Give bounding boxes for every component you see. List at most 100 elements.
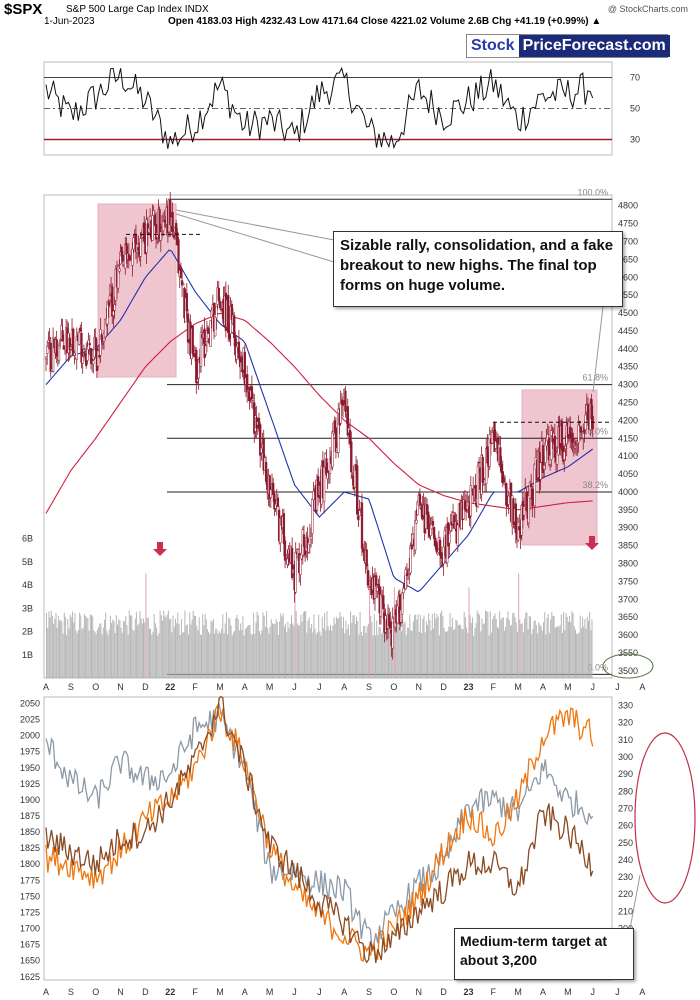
- comparison-x-tick-12: A: [341, 987, 347, 997]
- volume-bar: [307, 620, 309, 678]
- volume-bar: [169, 619, 171, 678]
- volume-bar: [347, 624, 349, 678]
- volume-bar: [480, 631, 482, 678]
- volume-bar: [416, 619, 418, 678]
- callout-medium-term-target: Medium-term target at about 3,200: [454, 928, 634, 980]
- candle-body: [389, 621, 392, 629]
- comparison-x-tick-17: 23: [463, 987, 473, 997]
- comparison-x-tick-0: A: [43, 987, 49, 997]
- price-tick-label-4250: 4250: [618, 398, 638, 408]
- volume-bar: [569, 616, 570, 678]
- candle-body: [112, 310, 115, 316]
- comparison-x-tick-5: 22: [165, 987, 175, 997]
- volume-bar: [227, 634, 229, 678]
- candle-body: [49, 342, 52, 372]
- price-tick-label-3700: 3700: [618, 594, 638, 604]
- volume-bar: [348, 635, 350, 678]
- volume-bar: [328, 630, 330, 678]
- volume-bar: [53, 623, 55, 678]
- volume-bar: [340, 616, 342, 678]
- candle-body: [137, 247, 140, 251]
- volume-bar: [565, 613, 567, 678]
- candle-body: [163, 216, 166, 218]
- volume-bar: [211, 621, 213, 678]
- volume-bar: [98, 627, 100, 678]
- candle-body: [339, 402, 342, 424]
- volume-bar: [319, 631, 321, 678]
- volume-bar: [68, 628, 70, 678]
- volume-bar: [388, 625, 389, 678]
- candle-body: [547, 437, 551, 461]
- volume-bar: [86, 618, 88, 678]
- volume-bar: [177, 612, 179, 678]
- volume-bar: [584, 619, 586, 678]
- volume-bar: [564, 629, 566, 678]
- volume-bar: [224, 623, 226, 678]
- volume-bar: [144, 622, 146, 678]
- volume-bar: [160, 615, 162, 678]
- volume-bar: [73, 622, 75, 678]
- price-tick-label-4200: 4200: [618, 415, 638, 425]
- candle-body: [442, 546, 445, 564]
- callout-pointer-top: [175, 209, 335, 241]
- candle-body: [72, 328, 75, 356]
- volume-bar: [539, 624, 541, 678]
- comparison-x-tick-23: J: [615, 987, 620, 997]
- candle-body: [217, 288, 220, 302]
- copyright-notice: @ StockCharts.com: [607, 4, 688, 14]
- comparison-right-tick-260: 260: [618, 821, 633, 831]
- volume-bar: [361, 635, 363, 678]
- volume-bar: [517, 631, 518, 678]
- volume-bar: [131, 615, 133, 678]
- candle-body: [530, 483, 533, 488]
- volume-bar: [114, 632, 116, 678]
- volume-bar: [447, 630, 449, 678]
- price-x-tick-10: J: [292, 682, 297, 692]
- volume-bar: [444, 631, 446, 678]
- volume-bar: [243, 635, 245, 678]
- volume-bar: [384, 610, 386, 678]
- candle-body: [522, 506, 526, 516]
- volume-tick-5B: 5B: [22, 557, 33, 567]
- volume-bar: [104, 619, 105, 678]
- candle-body: [55, 339, 58, 357]
- volume-bar: [99, 623, 101, 678]
- price-tick-label-3850: 3850: [618, 541, 638, 551]
- volume-bar: [418, 632, 420, 678]
- volume-bar: [515, 622, 517, 678]
- candle-body: [322, 466, 326, 502]
- comparison-right-tick-280: 280: [618, 786, 633, 796]
- candle-body: [96, 350, 100, 367]
- price-x-tick-1: S: [68, 682, 74, 692]
- comparison-left-tick-1925: 1925: [20, 779, 40, 789]
- comparison-x-tick-4: D: [142, 987, 149, 997]
- volume-bar: [85, 616, 87, 678]
- volume-bar: [489, 611, 491, 678]
- volume-bar: [582, 617, 584, 678]
- comparison-x-tick-14: O: [390, 987, 397, 997]
- candle-body: [396, 604, 399, 624]
- volume-bar: [175, 618, 176, 678]
- volume-bar: [164, 615, 166, 678]
- volume-tick-3B: 3B: [22, 603, 33, 613]
- comparison-right-tick-210: 210: [618, 906, 633, 916]
- candle-body: [132, 237, 135, 250]
- volume-bar: [267, 628, 269, 678]
- candle-body: [469, 485, 472, 517]
- volume-bar: [415, 614, 417, 678]
- volume-bar: [501, 617, 503, 678]
- price-tick-label-3800: 3800: [618, 559, 638, 569]
- price-x-tick-18: F: [491, 682, 497, 692]
- volume-bar: [520, 624, 522, 678]
- volume-bar: [292, 623, 294, 678]
- volume-bar: [135, 612, 137, 678]
- comparison-panel-frame: [43, 696, 613, 981]
- candle-body: [382, 595, 385, 610]
- volume-bar: [408, 627, 410, 678]
- volume-bar: [535, 625, 537, 678]
- price-x-tick-3: N: [117, 682, 124, 692]
- volume-bar: [235, 618, 237, 678]
- volume-bar: [576, 633, 578, 678]
- candle-body: [44, 356, 48, 360]
- volume-bar: [412, 621, 414, 678]
